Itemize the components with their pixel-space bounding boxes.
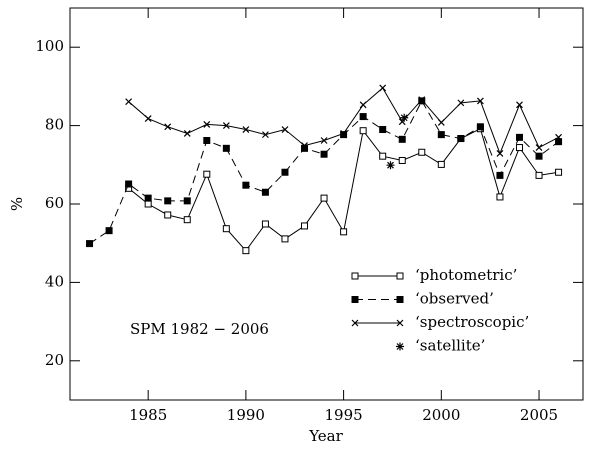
- legend-label: ‘spectroscopic’: [415, 313, 529, 331]
- marker: [242, 247, 250, 255]
- legend-label: ‘observed’: [415, 290, 494, 308]
- y-tick-label: 20: [45, 351, 64, 369]
- marker: [281, 126, 289, 133]
- marker: [396, 342, 404, 351]
- x-tick-label: 2005: [520, 406, 558, 424]
- marker: [359, 113, 367, 121]
- marker: [183, 216, 191, 224]
- marker: [340, 130, 348, 137]
- marker: [496, 193, 504, 201]
- marker: [437, 131, 445, 139]
- y-tick-label: 60: [45, 194, 64, 212]
- marker: [379, 84, 387, 92]
- marker: [396, 319, 404, 327]
- x-tick-label: 1995: [325, 406, 363, 424]
- marker: [242, 181, 250, 189]
- marker: [496, 150, 504, 157]
- marker: [105, 227, 113, 235]
- marker: [351, 272, 359, 280]
- marker: [144, 194, 152, 202]
- marker: [396, 296, 404, 303]
- y-tick-label: 80: [45, 116, 64, 134]
- marker: [164, 123, 172, 131]
- marker: [351, 296, 359, 303]
- marker: [555, 168, 563, 176]
- marker: [398, 135, 406, 143]
- marker: [437, 119, 445, 126]
- marker: [351, 319, 359, 327]
- marker: [164, 197, 172, 205]
- marker: [125, 180, 133, 188]
- annotation: SPM 1982 − 2006: [130, 320, 269, 338]
- x-tick-label: 2000: [422, 406, 460, 424]
- marker: [320, 150, 328, 158]
- marker: [515, 144, 523, 152]
- y-tick-label: 40: [45, 272, 64, 290]
- legend-label: ‘photometric’: [415, 266, 517, 284]
- marker: [516, 101, 523, 109]
- marker: [555, 133, 562, 141]
- marker: [301, 142, 308, 150]
- marker: [203, 170, 211, 178]
- marker: [535, 171, 543, 179]
- marker: [496, 171, 504, 179]
- marker: [535, 152, 543, 160]
- marker: [183, 130, 191, 137]
- marker: [555, 138, 563, 146]
- series-line: [128, 87, 559, 155]
- marker: [418, 96, 426, 104]
- marker: [418, 148, 426, 156]
- x-tick-label: 1985: [129, 406, 167, 424]
- marker: [340, 228, 348, 236]
- legend-label: ‘satellite’: [415, 337, 485, 355]
- marker: [320, 137, 328, 144]
- x-tick-label: 1990: [227, 406, 265, 424]
- marker: [476, 123, 484, 131]
- marker: [320, 194, 328, 202]
- marker: [86, 240, 94, 248]
- marker: [359, 101, 367, 109]
- marker: [242, 126, 250, 133]
- marker: [281, 168, 289, 176]
- marker: [457, 99, 465, 107]
- marker: [164, 211, 172, 219]
- marker: [418, 97, 426, 105]
- marker: [222, 225, 230, 233]
- marker: [261, 220, 269, 228]
- y-axis-label: %: [8, 197, 26, 211]
- marker: [379, 152, 387, 160]
- marker: [262, 131, 269, 139]
- marker: [144, 115, 152, 122]
- marker: [457, 135, 465, 143]
- marker: [476, 97, 484, 105]
- marker: [437, 160, 445, 168]
- y-tick-label: 100: [35, 37, 64, 55]
- marker: [515, 133, 523, 141]
- marker: [396, 272, 404, 280]
- x-axis-label: Year: [308, 427, 343, 445]
- marker: [222, 144, 230, 152]
- marker: [203, 120, 211, 128]
- marker: [203, 136, 211, 144]
- marker: [125, 98, 133, 106]
- marker: [535, 144, 543, 151]
- marker: [400, 113, 409, 122]
- marker: [301, 222, 309, 230]
- marker: [144, 200, 152, 208]
- marker: [386, 161, 395, 170]
- marker: [359, 127, 367, 135]
- marker: [261, 188, 269, 196]
- marker: [222, 122, 230, 130]
- marker: [183, 197, 191, 205]
- marker: [398, 156, 406, 164]
- marker: [281, 235, 289, 243]
- marker: [379, 126, 387, 134]
